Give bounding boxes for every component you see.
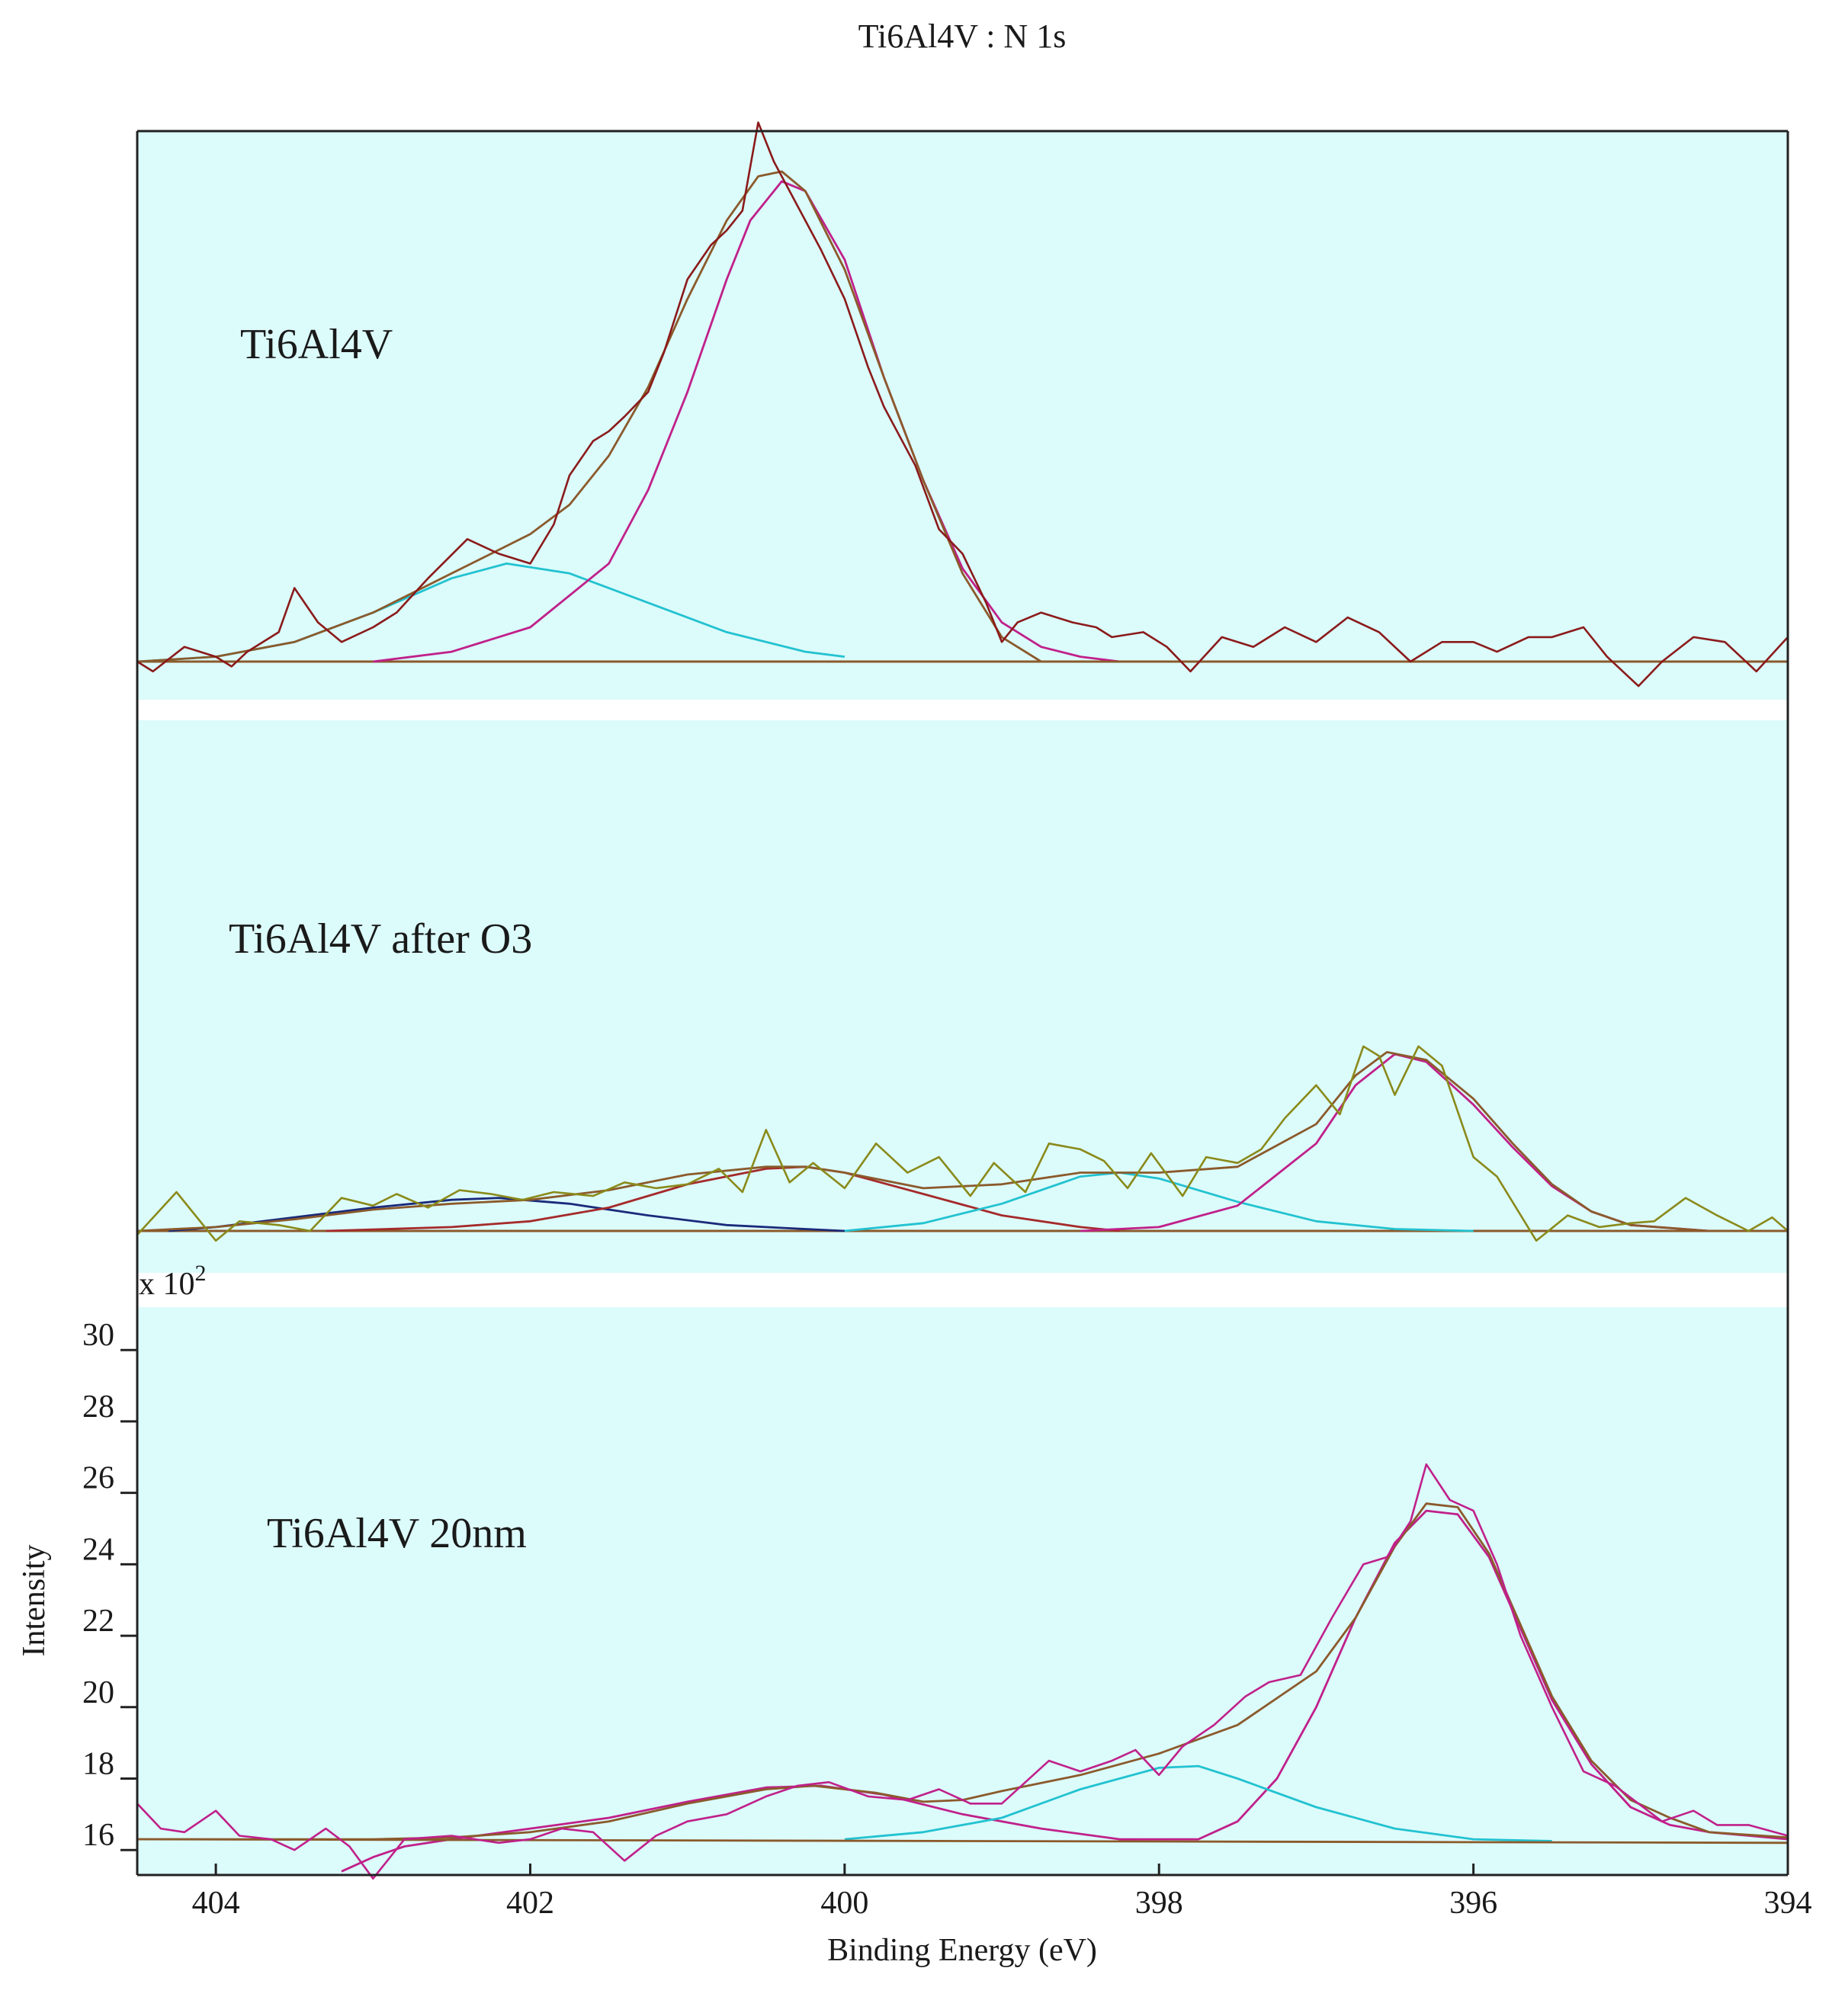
baseline-curve <box>136 1838 1789 1845</box>
y-multiplier-label: x 102 <box>139 1261 207 1302</box>
envelope-curve <box>136 170 1788 663</box>
y-tick-label: 16 <box>82 1818 114 1853</box>
envelope-curve <box>136 1051 1788 1232</box>
x-tick-label: 396 <box>1449 1886 1497 1921</box>
y-tick-label: 30 <box>82 1318 114 1353</box>
axes-layer: 404 402 400 398 396 394 30 28 26 24 22 20 18 16 x 102 B… <box>17 130 1812 1968</box>
raw-curve <box>136 121 1789 687</box>
y-tick-label: 20 <box>82 1675 114 1710</box>
raw-curve <box>136 1045 1789 1242</box>
y-tick-label: 22 <box>82 1604 114 1639</box>
x-tick-label: 398 <box>1135 1886 1183 1921</box>
y-tick-label: 18 <box>82 1746 114 1781</box>
component-curve-magenta <box>341 1509 1789 1873</box>
envelope-curve <box>137 1502 1789 1841</box>
chart-title: Ti6Al4V : N 1s <box>858 18 1067 55</box>
panel-2: Ti6Al4V after O3 <box>136 720 1789 1273</box>
x-axis-title: Binding Energy (eV) <box>827 1933 1097 1968</box>
component-curve-cyan <box>844 1171 1474 1232</box>
y-axis-title: Intensity <box>17 1545 52 1657</box>
panel-label: Ti6Al4V 20nm <box>267 1510 527 1557</box>
panel-background <box>137 131 1788 700</box>
component-curve-navy <box>168 1197 845 1232</box>
y-tick-label: 26 <box>82 1461 114 1496</box>
x-tick-label: 404 <box>192 1886 240 1921</box>
x-tick-label: 394 <box>1764 1886 1812 1921</box>
panel-3: Ti6Al4V 20nm <box>136 1307 1789 1880</box>
panel-background <box>137 720 1788 1273</box>
x-tick-label: 402 <box>506 1886 554 1921</box>
x-tick-label: 400 <box>820 1886 868 1921</box>
component-curve-cyan <box>844 1764 1552 1842</box>
component-curve-magenta <box>373 180 1120 663</box>
panel-1: Ti6Al4V <box>136 121 1789 700</box>
y-tick-label: 28 <box>82 1389 114 1425</box>
y-tick-label: 24 <box>82 1532 114 1567</box>
panel-background <box>137 1307 1788 1875</box>
panel-label: Ti6Al4V after O3 <box>229 915 532 963</box>
raw-curve <box>136 1463 1789 1880</box>
panels-layer: Ti6Al4V Ti6Al4V after O3 Ti6Al4V 20nm <box>136 121 1789 1880</box>
panel-label: Ti6Al4V <box>240 321 393 368</box>
